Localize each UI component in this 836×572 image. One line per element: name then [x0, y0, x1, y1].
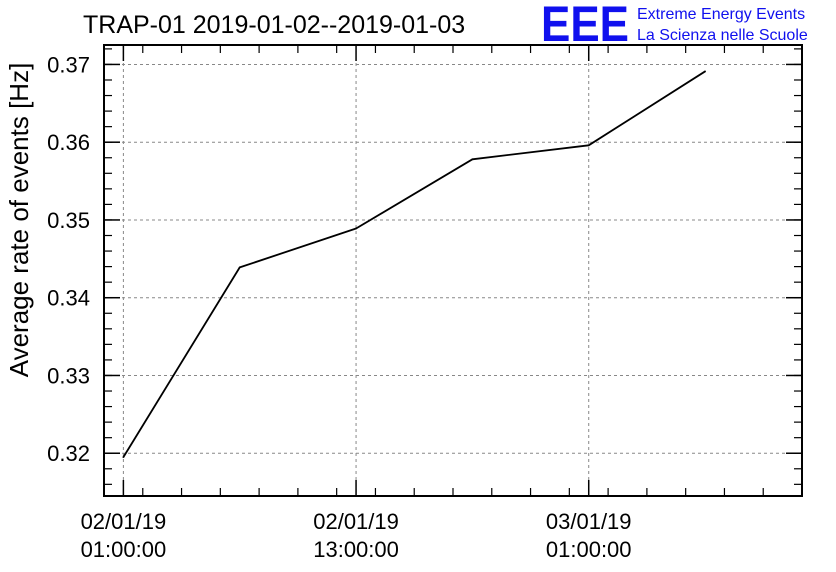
y-tick-label: 0.37 — [47, 52, 90, 77]
series-layer — [122, 70, 706, 459]
data-point — [587, 144, 590, 147]
data-point — [471, 158, 474, 161]
x-tick-label-time: 01:00:00 — [81, 537, 167, 562]
y-tick-label: 0.33 — [47, 363, 90, 388]
grid — [104, 45, 802, 496]
y-tick-label: 0.35 — [47, 208, 90, 233]
series-line — [122, 70, 706, 458]
y-axis-label: Average rate of events [Hz] — [4, 63, 34, 378]
x-axis-tick-labels: 02/01/19 01:00:00 02/01/19 13:00:00 03/01/19… — [81, 509, 632, 562]
data-point — [122, 456, 125, 459]
y-tick-label: 0.32 — [47, 441, 90, 466]
plot-area — [103, 44, 803, 497]
eee-logo-line2: La Scienza nelle Scuole — [637, 27, 808, 44]
eee-logo-line1: Extreme Energy Events — [637, 6, 805, 23]
x-tick-label-date: 02/01/19 — [81, 509, 167, 534]
y-tick-label: 0.36 — [47, 130, 90, 155]
x-tick-label-time: 01:00:00 — [546, 537, 632, 562]
x-tick-label-time: 13:00:00 — [313, 537, 399, 562]
x-tick-label-date: 03/01/19 — [546, 509, 632, 534]
eee-logo-mark: EEE — [541, 0, 629, 52]
major-ticks — [104, 45, 802, 496]
minor-ticks — [103, 45, 803, 496]
y-tick-label: 0.34 — [47, 286, 90, 311]
data-point — [704, 70, 706, 73]
x-tick-label-date: 02/01/19 — [313, 509, 399, 534]
data-point — [355, 227, 357, 230]
y-axis-tick-labels: 0.32 0.33 0.34 0.35 0.36 0.37 — [47, 52, 90, 466]
data-point — [238, 266, 241, 269]
eee-logo: EEE Extreme Energy Events La Scienza nel… — [541, 0, 808, 52]
chart-title: TRAP-01 2019-01-02--2019-01-03 — [83, 11, 465, 39]
